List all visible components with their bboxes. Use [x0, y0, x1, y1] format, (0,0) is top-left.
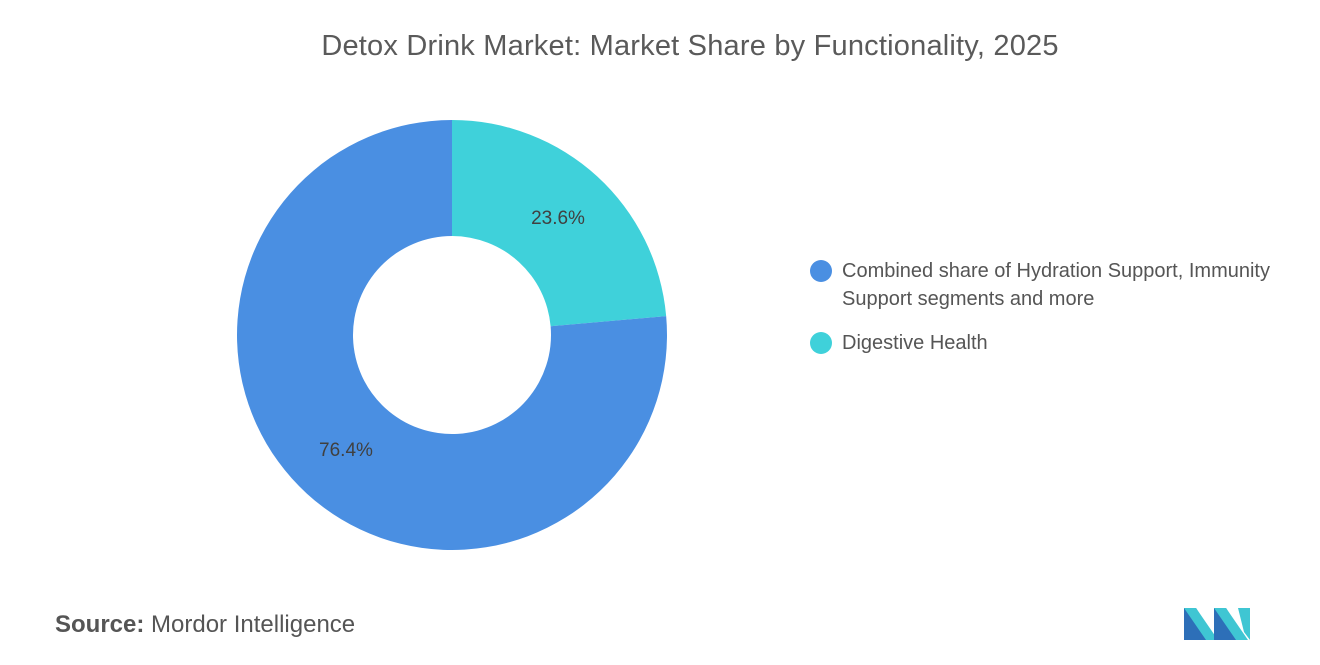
slice-value-label-0: 23.6% [531, 208, 585, 229]
source-text: Mordor Intelligence [151, 611, 356, 638]
donut-slice-0 [452, 120, 667, 327]
legend-swatch-digestive [810, 332, 832, 354]
legend-label-digestive: Digestive Health [842, 332, 988, 354]
legend-item-digestive: Digestive Health [810, 329, 1280, 357]
legend-label-combined: Combined share of Hydration Support, Imm… [842, 260, 1270, 310]
slice-value-label-1: 76.4% [319, 440, 373, 461]
legend-swatch-combined [810, 260, 832, 282]
source-note: Source: Mordor Intelligence [55, 611, 355, 639]
donut-slice-1 [236, 120, 667, 551]
legend-item-combined: Combined share of Hydration Support, Imm… [810, 257, 1280, 313]
chart-title: Detox Drink Market: Market Share by Func… [321, 30, 1059, 62]
chart-legend: Combined share of Hydration Support, Imm… [810, 257, 1280, 373]
mordor-intelligence-logo-icon [1184, 608, 1250, 640]
source-label: Source: [55, 611, 145, 638]
